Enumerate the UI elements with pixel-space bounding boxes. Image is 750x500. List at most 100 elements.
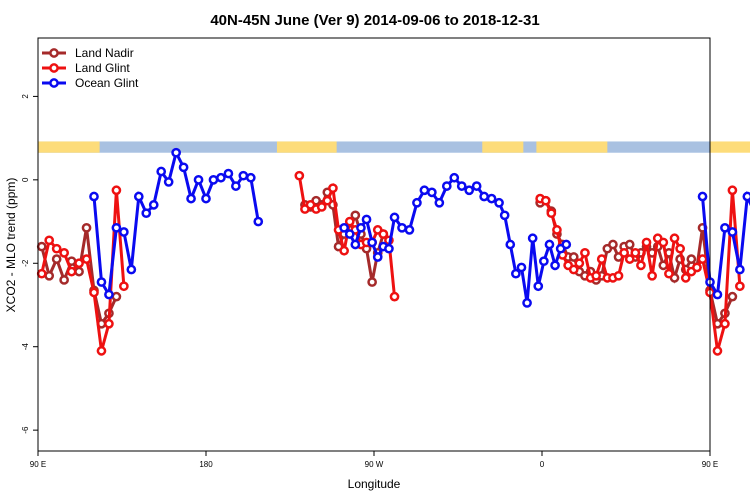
data-point (596, 254, 607, 264)
series-1 (36, 170, 745, 356)
data-point (641, 237, 652, 248)
data-point (231, 181, 241, 191)
data-point (111, 185, 122, 196)
data-point (81, 222, 92, 233)
land-segment (536, 141, 608, 153)
data-point (356, 222, 366, 233)
data-point (344, 229, 355, 239)
data-point (624, 239, 635, 250)
data-point (712, 289, 723, 300)
data-point (516, 262, 527, 273)
data-point (59, 275, 69, 285)
data-point (511, 268, 521, 279)
data-point (608, 239, 618, 250)
data-point (613, 270, 624, 281)
data-point (675, 243, 685, 254)
data-point (74, 266, 84, 277)
data-point (419, 185, 430, 196)
land-segment (482, 141, 524, 153)
data-point (316, 202, 327, 212)
data-point (471, 181, 482, 191)
data-point (378, 229, 389, 239)
data-point (630, 247, 641, 258)
data-point (89, 287, 99, 298)
data-point (163, 177, 174, 187)
data-point (658, 237, 669, 248)
data-point (36, 268, 47, 279)
y-tick-label: -6 (21, 426, 30, 434)
data-point (727, 291, 738, 302)
data-point (697, 191, 708, 202)
data-point (361, 214, 372, 225)
data-point (727, 185, 738, 196)
land-ocean-mask (38, 141, 750, 153)
data-point (372, 252, 383, 262)
data-point (550, 260, 560, 271)
data-point (253, 216, 264, 227)
data-point (81, 254, 92, 264)
data-point (449, 172, 460, 183)
data-point (238, 170, 249, 181)
data-point (216, 172, 226, 183)
legend-item: Land Glint (42, 61, 130, 75)
data-point (735, 281, 745, 292)
legend-label: Land Glint (75, 61, 130, 75)
data-point (44, 270, 55, 281)
data-point (208, 174, 219, 185)
data-point (367, 277, 377, 287)
data-point (66, 266, 77, 277)
data-point (344, 216, 355, 227)
data-point (546, 208, 557, 219)
legend-item: Land Nadir (42, 46, 134, 60)
data-point (561, 239, 572, 250)
data-point (223, 168, 234, 179)
data-point (339, 245, 349, 256)
data-point (692, 262, 702, 273)
data-point (568, 264, 579, 275)
data-point (735, 264, 745, 275)
data-point (427, 187, 437, 198)
data-point (44, 235, 55, 246)
land-segment (710, 141, 750, 153)
data-point (111, 291, 122, 302)
data-point (412, 197, 422, 208)
y-tick-label: 2 (21, 94, 30, 99)
data-point (527, 233, 538, 244)
data-point (350, 210, 361, 221)
data-point (742, 191, 750, 202)
data-point (119, 227, 129, 237)
data-point (647, 270, 657, 281)
data-point (552, 225, 562, 235)
data-point (404, 225, 415, 235)
data-point (712, 346, 723, 356)
data-point (36, 241, 47, 252)
data-point (580, 247, 590, 258)
land-segment (38, 141, 100, 153)
data-point (397, 222, 407, 233)
data-point (720, 318, 730, 329)
data-point (339, 222, 349, 233)
legend-swatch-marker (49, 78, 59, 88)
data-point (574, 258, 585, 269)
data-point (686, 254, 697, 264)
data-point (568, 252, 579, 262)
data-point (193, 174, 204, 185)
data-point (441, 181, 452, 191)
data-point (464, 185, 475, 196)
data-point (74, 258, 84, 269)
data-point (89, 191, 99, 202)
data-point (479, 191, 489, 202)
data-point (544, 239, 555, 250)
data-point (201, 193, 211, 204)
chart-title: 40N-45N June (Ver 9) 2014-09-06 to 2018-… (210, 12, 539, 29)
data-point (434, 197, 445, 208)
data-point (727, 227, 738, 237)
data-point (133, 191, 144, 202)
data-point (720, 222, 730, 233)
data-point (245, 172, 256, 183)
x-tick-label: 180 (199, 460, 213, 469)
data-point (499, 210, 510, 221)
data-point (178, 162, 189, 173)
data-point (389, 212, 400, 223)
data-point (328, 183, 338, 194)
